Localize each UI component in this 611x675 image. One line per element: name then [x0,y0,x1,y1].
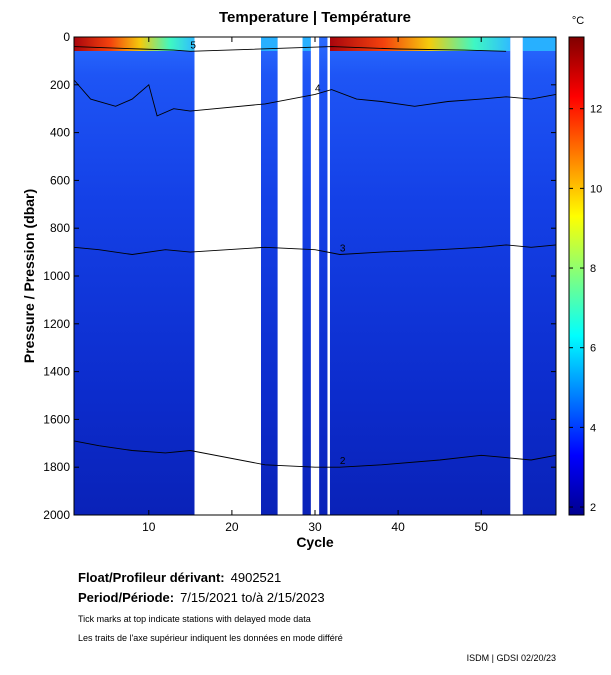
y-tick-label: 1000 [43,269,70,283]
data-gap [310,37,320,515]
note-french: Les traits de l'axe supérieur indiquent … [78,633,343,643]
contour-label: 3 [340,243,346,254]
contour-line [74,244,556,255]
colorbar-tick-label: 12 [590,104,602,116]
colorbar-tick-label: 10 [590,183,602,195]
colorbar-tick-label: 4 [590,422,596,434]
colorbar-tick-label: 2 [590,502,596,514]
contour-label: 4 [315,83,321,94]
period-label: Period/Période: [78,590,175,605]
float-label: Float/Profileur dérivant: [78,570,225,585]
surface-layer [522,37,556,51]
credit-stamp: ISDM | GDSI 02/20/23 [466,653,556,663]
data-gap [277,37,303,515]
x-tick-label: 50 [475,520,489,534]
y-tick-label: 1200 [43,317,70,331]
note-english: Tick marks at top indicate stations with… [78,614,311,624]
period-value: 7/15/2021 to/à 2/15/2023 [180,590,325,605]
y-tick-label: 800 [50,221,70,235]
period-row: Period/Période: 7/15/2021 to/à 2/15/2023 [78,590,325,605]
contour-label: 5 [190,40,196,51]
y-tick-label: 1600 [43,412,70,426]
float-id-row: Float/Profileur dérivant: 4902521 [78,570,281,585]
surface-layer [302,37,311,51]
colorbar [568,36,585,516]
y-tick-label: 2000 [43,508,70,522]
y-tick-label: 1400 [43,365,70,379]
colorbar-tick-label: 8 [590,263,596,275]
float-value: 4902521 [230,570,282,585]
chart-title: Temperature | Température [219,9,411,26]
surface-layer [260,37,278,51]
contour-label: 2 [340,456,346,467]
x-tick-label: 10 [142,520,156,534]
colorbar-unit: °C [572,15,584,27]
y-axis-label: Pressure / Pression (dbar) [21,189,37,363]
data-gap [327,37,330,515]
contour-line [74,79,556,117]
surface-layer [329,37,511,51]
y-tick-label: 400 [50,126,70,140]
y-tick-label: 1800 [43,460,70,474]
data-gap [510,37,523,515]
y-tick-label: 600 [50,173,70,187]
contour-line [74,46,507,52]
colorbar-tick-label: 6 [590,343,596,355]
x-tick-label: 30 [308,520,322,534]
y-tick-label: 0 [63,30,70,44]
data-gap [194,37,261,515]
x-tick-label: 20 [225,520,239,534]
y-tick-label: 200 [50,78,70,92]
x-axis-label: Cycle [296,534,334,550]
x-tick-label: 40 [391,520,405,534]
contour-line [74,440,556,468]
